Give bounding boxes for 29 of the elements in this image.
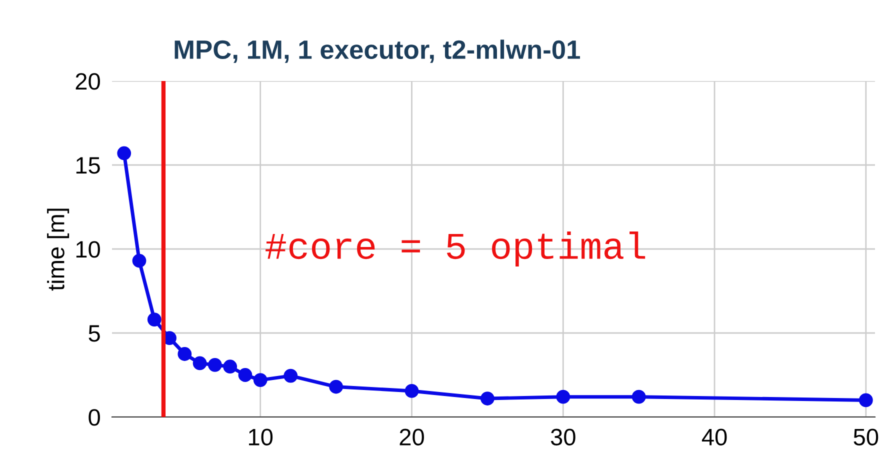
annotation: #core = 5 optimal	[266, 232, 646, 266]
point	[238, 368, 252, 382]
point	[284, 368, 298, 383]
x-tick-label: 10	[249, 428, 273, 446]
point	[117, 146, 132, 160]
y-axis-title: time [m]	[47, 208, 70, 291]
point	[192, 356, 207, 370]
x-tick-label: 50	[854, 428, 878, 446]
y-tick-label: 5	[88, 325, 100, 342]
point	[208, 358, 222, 372]
point	[404, 384, 419, 398]
x-tick-label: 20	[400, 428, 424, 446]
y-tick-label: 15	[76, 157, 100, 174]
x-tick-label: 40	[702, 428, 727, 446]
y-tick-label: 10	[76, 241, 100, 258]
point	[223, 360, 238, 374]
point	[132, 254, 146, 268]
point	[480, 392, 494, 406]
point	[556, 390, 570, 404]
y-tick-label: 0	[88, 409, 100, 426]
point	[329, 380, 343, 394]
point	[858, 393, 873, 408]
x-tick-label: 30	[550, 428, 576, 446]
chart-title: MPC, 1M, 1 executor, t2-mlwn-01	[174, 40, 580, 63]
point	[178, 347, 192, 361]
point	[632, 390, 646, 404]
point	[147, 312, 162, 327]
y-tick-label: 20	[76, 73, 100, 90]
point	[253, 373, 268, 387]
